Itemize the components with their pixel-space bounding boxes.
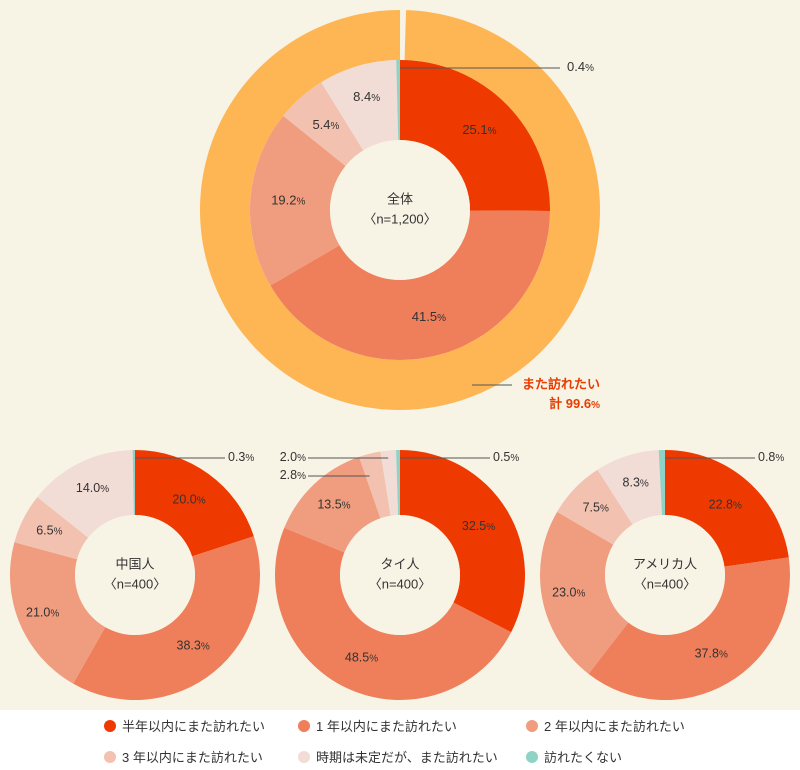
legend-label: 1 年以内にまた訪れたい (316, 719, 457, 734)
value-label-within-half-year: 22.8% (709, 498, 742, 512)
segment-within-half-year (665, 450, 789, 567)
value-label-undecided: 2.0% (280, 450, 306, 464)
value-label-within-half-year: 25.1% (462, 122, 496, 137)
legend-item-undecided: 時期は未定だが、また訪れたい (298, 747, 498, 766)
legend-item-within-half-year: 半年以内にまた訪れたい (104, 716, 265, 735)
legend-label: 訪れたくない (544, 750, 623, 765)
value-label-no-revisit: 0.5% (493, 450, 519, 464)
china-donut: 中国人〈n=400〉 20.0% 38.3% 21.0% 6.5% 14.0% 0.3% (9, 450, 261, 701)
segment-within-1-year (274, 527, 512, 701)
segment-no-revisit (658, 450, 665, 516)
value-label-no-revisit: 0.3% (228, 450, 254, 464)
center-sample-size: 〈n=400〉 (634, 576, 697, 591)
value-label-within-half-year: 20.0% (172, 493, 205, 507)
segment-undecided (321, 60, 399, 151)
segment-no-revisit (132, 450, 135, 516)
segment-undecided (597, 450, 662, 525)
segment-within-2-years (249, 115, 346, 286)
donut-center (330, 140, 470, 280)
revisit-total-label: また訪れたい (522, 376, 600, 391)
center-sample-size: 〈n=400〉 (369, 576, 432, 591)
revisit-total-value: 計 99.6% (549, 396, 600, 411)
segment-undecided (37, 450, 134, 538)
segment-within-half-year (400, 450, 525, 633)
value-label-within-3-years: 6.5% (36, 524, 62, 538)
segment-within-half-year (400, 60, 550, 211)
legend-label: 3 年以内にまた訪れたい (122, 750, 263, 765)
thailand-donut: タイ人〈n=400〉 32.5% 48.5% 13.5% 2.8% 2.0% 0.5% (274, 450, 525, 701)
value-label-within-1-year: 38.3% (177, 639, 210, 653)
value-label-within-2-years: 23.0% (552, 586, 585, 600)
value-label-within-1-year: 41.5% (412, 310, 446, 325)
center-group-label: 全体 (387, 191, 413, 206)
overall-donut: 全体〈n=1,200〉 25.1% 41.5% 19.2% 5.4% 8.4% 0.4% また… (199, 9, 600, 411)
value-label-no-revisit: 0.4% (567, 59, 594, 74)
legend-swatch (526, 750, 538, 763)
value-label-within-2-years: 19.2% (271, 193, 305, 208)
donut-center (605, 515, 725, 635)
value-label-undecided: 8.3% (623, 476, 649, 490)
segment-within-1-year (588, 557, 790, 701)
legend-swatch (298, 750, 310, 763)
segment-within-1-year (73, 536, 261, 701)
value-label-within-3-years: 5.4% (312, 117, 339, 132)
value-label-within-3-years: 7.5% (583, 501, 609, 515)
center-group-label: 中国人 (115, 556, 154, 571)
legend-label: 時期は未定だが、また訪れたい (316, 750, 498, 765)
segment-within-2-years (540, 511, 629, 674)
value-label-within-2-years: 13.5% (317, 498, 350, 512)
segment-within-3-years (359, 451, 391, 519)
segment-within-half-year (135, 450, 254, 557)
legend-item-no-revisit: 訪れたくない (526, 747, 622, 766)
value-label-within-half-year: 32.5% (462, 519, 495, 533)
legend-item-within-3-years: 3 年以内にまた訪れたい (104, 747, 263, 766)
segment-no-revisit (396, 450, 400, 516)
center-group-label: タイ人 (380, 556, 419, 571)
usa-donut: アメリカ人〈n=400〉 22.8% 37.8% 23.0% 7.5% 8.3% 0.8% (540, 450, 790, 701)
value-label-within-2-years: 21.0% (26, 606, 59, 620)
legend-swatch (104, 719, 116, 732)
segment-within-3-years (557, 469, 633, 545)
segment-within-2-years (9, 542, 106, 684)
center-sample-size: 〈n=400〉 (104, 576, 167, 591)
legend-label: 2 年以内にまた訪れたい (544, 719, 685, 734)
segment-no-revisit (396, 60, 400, 141)
legend-label: 半年以内にまた訪れたい (122, 719, 266, 734)
value-label-within-1-year: 37.8% (695, 647, 728, 661)
donut-center (75, 515, 195, 635)
value-label-within-1-year: 48.5% (345, 651, 378, 665)
legend-item-within-2-years: 2 年以内にまた訪れたい (526, 716, 685, 735)
donut-center (340, 515, 460, 635)
center-sample-size: 〈n=1,200〉 (363, 211, 436, 226)
value-label-within-3-years: 2.8% (280, 468, 306, 482)
segment-within-2-years (284, 456, 381, 553)
legend-swatch (526, 719, 538, 732)
value-label-undecided: 14.0% (76, 481, 109, 495)
legend-swatch (298, 719, 310, 732)
center-group-label: アメリカ人 (633, 556, 697, 571)
legend-swatch (104, 750, 116, 763)
segment-undecided (380, 450, 399, 516)
segment-within-3-years (283, 82, 364, 167)
legend-item-within-1-year: 1 年以内にまた訪れたい (298, 716, 457, 735)
value-label-undecided: 8.4% (353, 89, 380, 104)
segment-within-1-year (270, 210, 550, 360)
value-label-no-revisit: 0.8% (758, 450, 784, 464)
segment-within-3-years (14, 497, 89, 560)
